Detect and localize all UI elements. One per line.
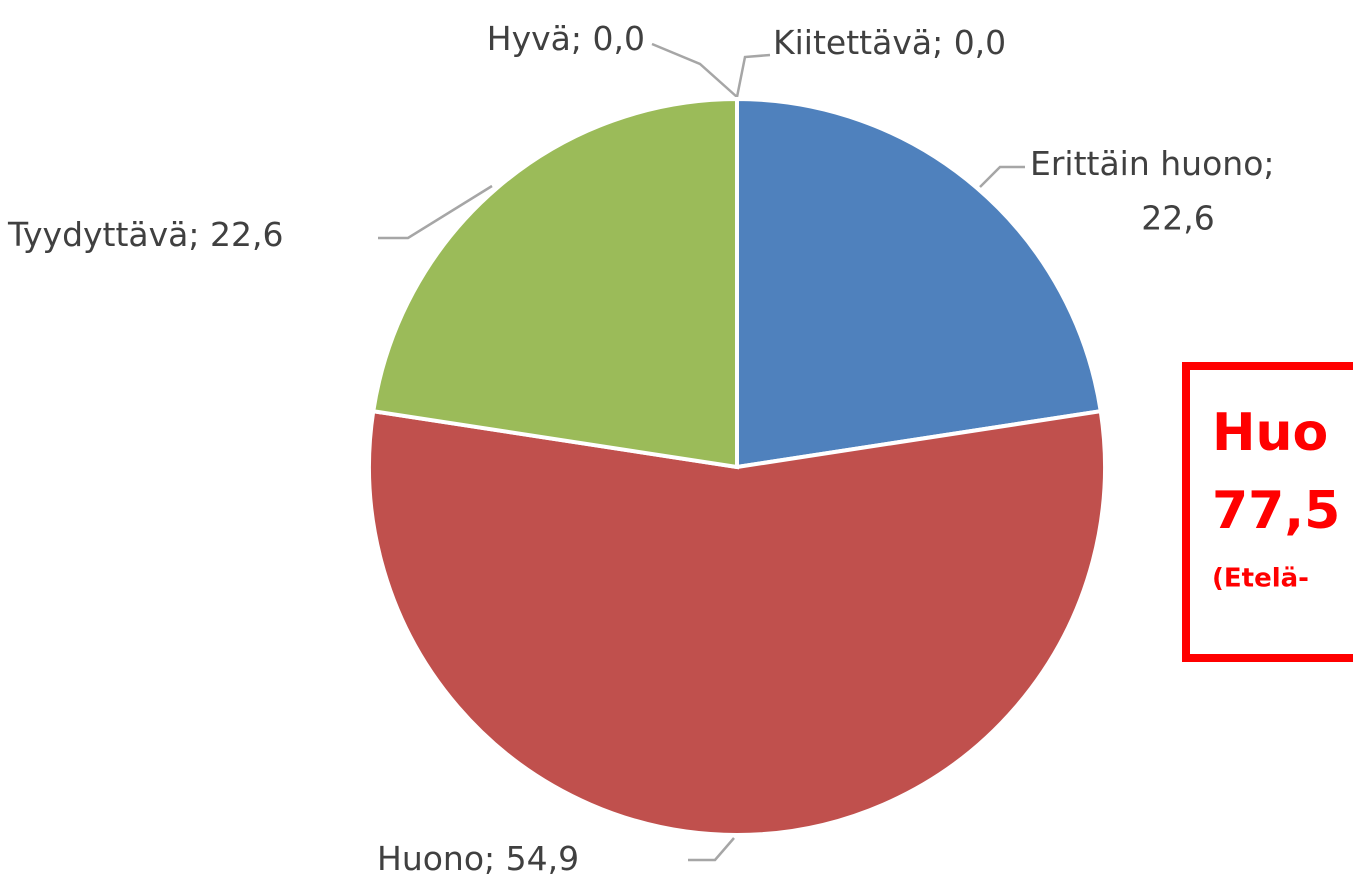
slice	[367, 408, 1107, 838]
leader-line	[735, 53, 771, 98]
annotation-line: Huo	[1212, 403, 1328, 463]
data-label: 22,6	[1141, 199, 1214, 238]
annotation-frame	[1182, 362, 1353, 662]
leader-line	[378, 184, 493, 240]
separator: ;	[484, 839, 506, 878]
separator: ;	[188, 215, 210, 254]
value-label: 54,9	[506, 839, 579, 878]
separator: ;	[1263, 144, 1274, 183]
labels: Erittäin huono; 22,6 Huono; 54,9 Tyydyttäv…	[7, 19, 1275, 878]
data-label: Hyvä; 0,0	[487, 19, 645, 58]
separator: ;	[932, 23, 954, 62]
category-name: Hyvä	[487, 19, 571, 58]
separator: ;	[571, 19, 593, 58]
leader-line	[651, 42, 738, 98]
leader-line	[979, 165, 1025, 188]
value-label: 0,0	[954, 23, 1006, 62]
leader-line	[688, 837, 735, 862]
data-label: Erittäin huono;	[1030, 144, 1275, 183]
annotation-box: Huo 77,5 (Etelä-	[1182, 362, 1353, 662]
annotation-line: 77,5	[1212, 481, 1340, 541]
category-name: Huono	[377, 839, 484, 878]
category-name: Tyydyttävä	[7, 215, 188, 254]
data-label: Tyydyttävä; 22,6	[7, 215, 284, 254]
annotation-line: (Etelä-	[1212, 564, 1309, 594]
category-name: Erittäin huono	[1030, 144, 1263, 183]
slice	[735, 96, 1104, 470]
value-label: 0,0	[593, 19, 645, 58]
slice	[370, 96, 739, 470]
leader-lines	[378, 42, 1025, 862]
category-name: Kiitettävä	[773, 23, 932, 62]
slices	[367, 96, 1107, 838]
value-label: 22,6	[210, 215, 283, 254]
data-label: Kiitettävä; 0,0	[773, 23, 1006, 62]
data-label: Huono; 54,9	[377, 839, 579, 878]
